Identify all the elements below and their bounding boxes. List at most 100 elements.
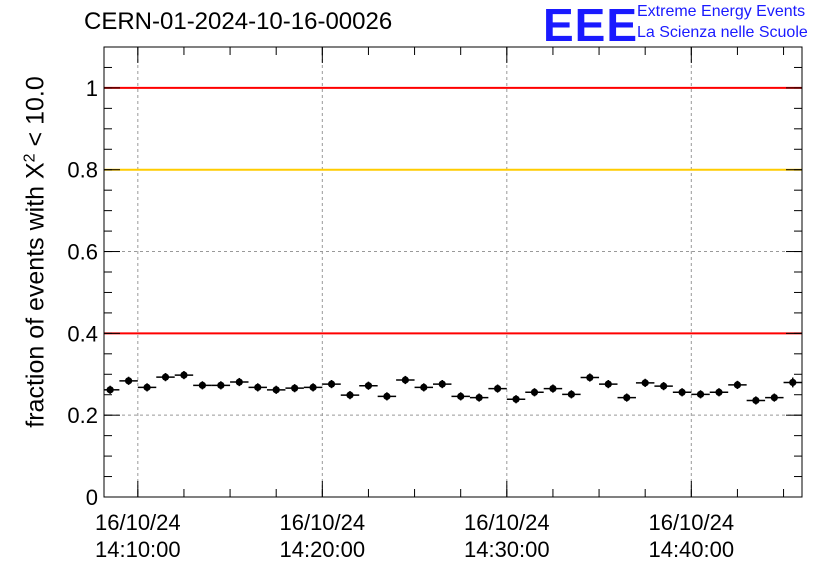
point-marker	[696, 390, 705, 398]
point-marker	[604, 380, 612, 388]
point-marker	[309, 383, 317, 391]
point-marker	[254, 383, 262, 391]
point-marker	[420, 383, 428, 391]
data-point	[211, 381, 231, 390]
point-marker	[641, 379, 649, 387]
data-point	[266, 385, 286, 394]
point-marker	[457, 392, 465, 400]
point-marker	[272, 386, 280, 394]
data-point	[599, 380, 618, 389]
data-point	[156, 373, 175, 382]
point-marker	[752, 396, 760, 405]
data-point	[137, 383, 157, 392]
point-marker	[327, 380, 336, 388]
y-tick-label: 0.4	[67, 321, 98, 346]
x-tick-label-date: 16/10/24	[648, 510, 734, 535]
data-point	[506, 395, 526, 404]
data-point	[396, 375, 415, 385]
x-tick-label-date: 16/10/24	[279, 510, 365, 535]
data-point	[617, 393, 636, 402]
point-marker	[124, 377, 133, 385]
data-point	[230, 377, 249, 387]
data-point	[728, 380, 747, 389]
eee-logo: EEE	[543, 0, 639, 51]
x-tick-label-time: 14:10:00	[95, 537, 181, 562]
data-point	[119, 376, 138, 385]
point-marker	[291, 384, 299, 392]
data-point	[174, 371, 194, 380]
x-tick-labels: 16/10/2414:10:0016/10/2414:20:0016/10/24…	[95, 510, 734, 562]
data-point	[543, 384, 563, 393]
data-point	[414, 383, 434, 392]
data-point	[377, 392, 397, 401]
data-point	[433, 380, 452, 389]
chart-title: CERN-01-2024-10-16-00026	[84, 8, 393, 35]
point-marker	[660, 382, 668, 390]
data-point	[525, 388, 544, 397]
y-tick-label: 1	[86, 76, 98, 101]
point-marker	[401, 376, 409, 384]
data-point	[303, 383, 323, 392]
y-axis-label-main: fraction of events with X	[21, 162, 50, 428]
point-marker	[623, 393, 631, 402]
plot-frame	[103, 46, 803, 498]
point-marker	[567, 390, 575, 398]
point-marker	[678, 388, 686, 396]
x-tick-label-time: 14:20:00	[279, 537, 365, 562]
point-marker	[512, 395, 520, 403]
y-tick-label: 0.6	[67, 240, 98, 265]
data-point	[709, 388, 729, 397]
data-point	[285, 384, 304, 393]
point-marker	[383, 392, 391, 400]
data-point	[562, 390, 581, 399]
y-axis-label-rest: < 10.0	[21, 76, 50, 154]
point-marker	[106, 386, 114, 394]
axis-ticks	[104, 46, 802, 498]
data-point	[746, 396, 766, 405]
data-point	[765, 393, 784, 402]
point-marker	[161, 373, 170, 381]
data-point	[359, 381, 378, 390]
grid-lines	[104, 47, 802, 497]
point-marker	[217, 381, 225, 389]
data-point	[193, 381, 212, 390]
data-point	[635, 378, 655, 387]
point-marker	[235, 378, 243, 386]
point-marker	[493, 384, 502, 393]
y-axis-label-sup: 2	[21, 153, 39, 163]
point-marker	[530, 388, 539, 396]
point-marker	[586, 373, 594, 382]
x-tick-label-time: 14:30:00	[464, 537, 550, 562]
point-marker	[364, 382, 373, 390]
logo-text-line2: La Scienza nelle Scuole	[637, 24, 808, 41]
x-tick-label-date: 16/10/24	[95, 510, 181, 535]
data-point	[488, 384, 507, 393]
point-marker	[789, 378, 797, 387]
point-marker	[733, 381, 742, 389]
data-point	[322, 380, 341, 389]
y-tick-label: 0	[86, 485, 98, 510]
point-marker	[143, 383, 151, 391]
data-point	[691, 390, 710, 399]
y-tick-labels: 0 0.2 0.4 0.6 0.8 1	[67, 76, 98, 510]
point-marker	[715, 388, 723, 396]
data-point	[672, 388, 692, 397]
reference-lines	[104, 86, 802, 335]
data-point	[451, 392, 470, 401]
data-point	[340, 391, 360, 400]
y-axis-label: fraction of events with X2 < 10.0	[21, 76, 50, 427]
y-tick-label: 0.2	[67, 403, 98, 428]
data-point	[580, 373, 600, 382]
point-marker	[475, 393, 483, 402]
data-point	[469, 393, 489, 402]
data-point	[783, 377, 802, 388]
point-marker	[180, 371, 188, 379]
point-marker	[549, 384, 557, 393]
y-tick-label: 0.8	[67, 158, 98, 183]
data-points	[104, 371, 802, 405]
x-tick-label-date: 16/10/24	[464, 510, 550, 535]
data-point	[104, 385, 120, 394]
data-point	[654, 382, 673, 391]
point-marker	[198, 381, 206, 389]
